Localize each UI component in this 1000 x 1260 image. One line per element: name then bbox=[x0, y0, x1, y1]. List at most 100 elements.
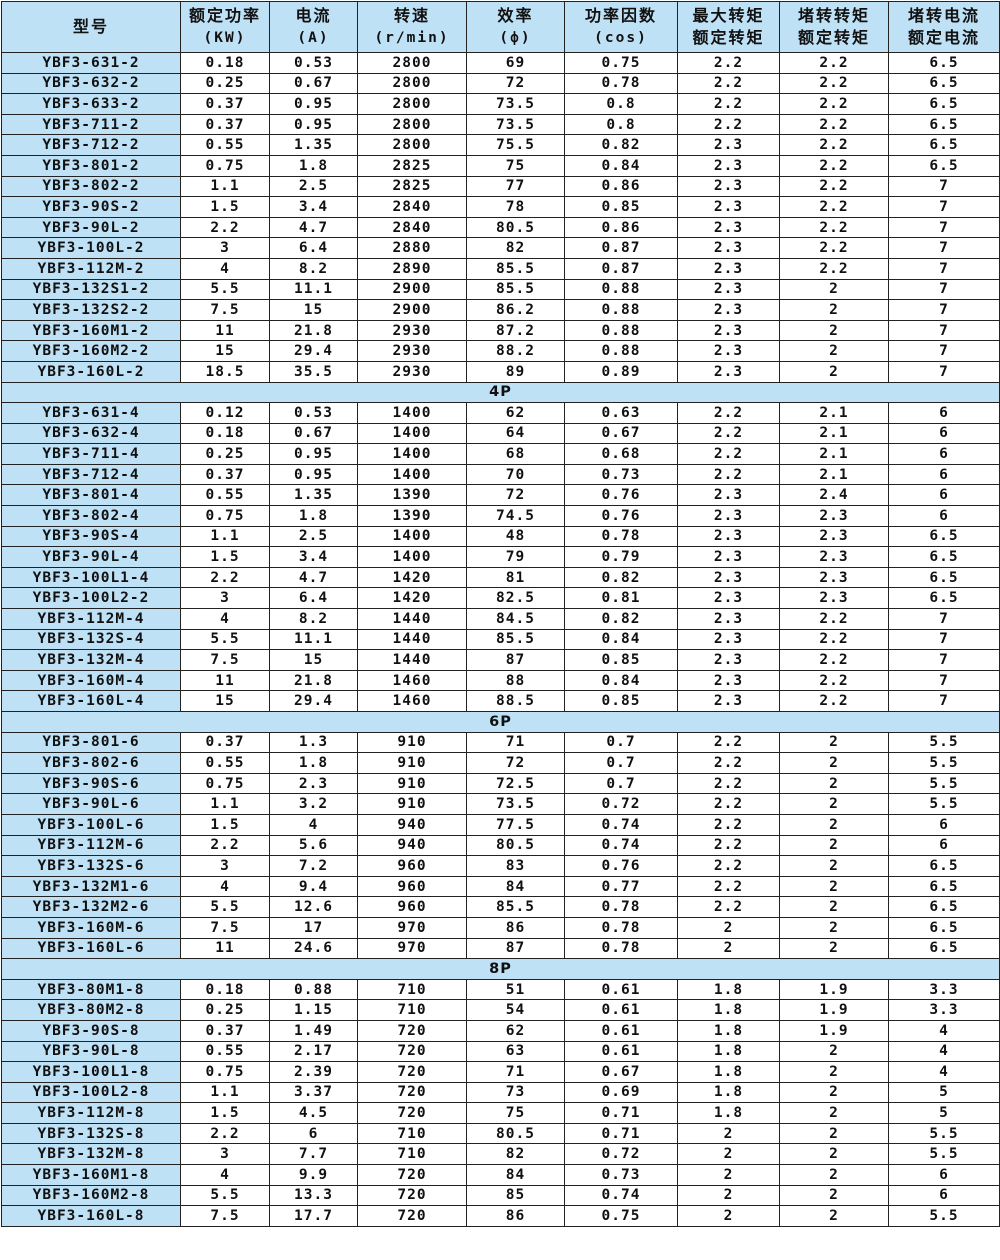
cell-efficiency: 82 bbox=[466, 237, 565, 259]
cell-max-torque-ratio: 2.2 bbox=[677, 52, 780, 74]
cell-locked-current-ratio: 6 bbox=[888, 834, 1000, 857]
cell-locked-current-ratio: 6 bbox=[888, 402, 1000, 424]
cell-speed: 1400 bbox=[357, 443, 467, 465]
cell-speed: 1400 bbox=[357, 525, 467, 548]
cell-max-torque-ratio: 2.2 bbox=[677, 752, 780, 774]
cell-current: 3.2 bbox=[269, 793, 358, 815]
cell-locked-current-ratio: 7 bbox=[888, 299, 1000, 321]
cell-locked-torque-ratio: 2.1 bbox=[779, 422, 889, 445]
cell-model: YBF3-160M-6 bbox=[1, 916, 181, 939]
header-line2: 额定电流 bbox=[907, 28, 980, 47]
cell-rated-power: 3 bbox=[180, 237, 270, 259]
cell-speed: 910 bbox=[357, 752, 467, 774]
cell-locked-torque-ratio: 2.4 bbox=[779, 484, 889, 507]
cell-speed: 970 bbox=[357, 916, 467, 939]
cell-locked-current-ratio: 7 bbox=[888, 237, 1000, 259]
cell-locked-current-ratio: 5.5 bbox=[888, 752, 1000, 774]
cell-rated-power: 0.75 bbox=[180, 772, 270, 795]
cell-current: 0.95 bbox=[269, 113, 358, 136]
header-line1: 转速 bbox=[393, 6, 430, 25]
cell-locked-current-ratio: 6.5 bbox=[888, 134, 1000, 156]
cell-locked-torque-ratio: 2 bbox=[779, 752, 889, 774]
cell-max-torque-ratio: 2.3 bbox=[677, 134, 780, 156]
cell-rated-power: 0.75 bbox=[180, 1061, 270, 1083]
cell-locked-current-ratio: 6.5 bbox=[888, 855, 1000, 877]
cell-speed: 1400 bbox=[357, 546, 467, 568]
table-row: YBF3-112M-8 1.5 4.5 720 75 0.71 1.8 2 5 bbox=[1, 1102, 1000, 1124]
header-line2: (KW) bbox=[203, 30, 247, 46]
cell-model: YBF3-160M2-2 bbox=[1, 340, 181, 362]
cell-locked-current-ratio: 7 bbox=[888, 278, 1000, 301]
cell-locked-current-ratio: 6.5 bbox=[888, 587, 1000, 610]
header-line1: 额定功率 bbox=[188, 6, 261, 25]
cell-model: YBF3-100L-6 bbox=[1, 813, 181, 836]
cell-rated-power: 11 bbox=[180, 937, 270, 960]
cell-efficiency: 87 bbox=[466, 649, 565, 671]
cell-max-torque-ratio: 2.2 bbox=[677, 731, 780, 754]
cell-efficiency: 86.2 bbox=[466, 299, 565, 321]
cell-efficiency: 62 bbox=[466, 402, 565, 424]
cell-model: YBF3-112M-4 bbox=[1, 608, 181, 630]
header-model: 型号 bbox=[1, 1, 181, 53]
table-row: YBF3-90S-6 0.75 2.3 910 72.5 0.7 2.2 2 5.5 bbox=[1, 772, 1000, 795]
cell-speed: 720 bbox=[357, 1040, 467, 1063]
cell-max-torque-ratio: 1.8 bbox=[677, 1061, 780, 1083]
cell-max-torque-ratio: 2.3 bbox=[677, 587, 780, 610]
cell-max-torque-ratio: 2.2 bbox=[677, 443, 780, 465]
header-line2: (cos) bbox=[594, 30, 648, 46]
cell-locked-current-ratio: 5.5 bbox=[888, 772, 1000, 795]
cell-max-torque-ratio: 2.3 bbox=[677, 340, 780, 362]
cell-current: 13.3 bbox=[269, 1184, 358, 1207]
header-max-torque-ratio: 最大转矩 额定转矩 bbox=[677, 1, 780, 53]
cell-current: 1.35 bbox=[269, 134, 358, 156]
cell-power-factor: 0.7 bbox=[564, 772, 678, 795]
cell-current: 15 bbox=[269, 299, 358, 321]
table-row: YBF3-90L-4 1.5 3.4 1400 79 0.79 2.3 2.3 6.5 bbox=[1, 546, 1000, 568]
cell-current: 15 bbox=[269, 649, 358, 671]
cell-max-torque-ratio: 2.3 bbox=[677, 216, 780, 239]
cell-power-factor: 0.69 bbox=[564, 1081, 678, 1104]
cell-model: YBF3-112M-8 bbox=[1, 1102, 181, 1124]
table-row: YBF3-132M-4 7.5 15 1440 87 0.85 2.3 2.2 7 bbox=[1, 649, 1000, 671]
cell-locked-torque-ratio: 2.3 bbox=[779, 505, 889, 527]
cell-current: 7.2 bbox=[269, 855, 358, 877]
table-row: YBF3-132S2-2 7.5 15 2900 86.2 0.88 2.3 2 7 bbox=[1, 299, 1000, 321]
cell-locked-current-ratio: 6 bbox=[888, 484, 1000, 507]
table-row: YBF3-160M-4 11 21.8 1460 88 0.84 2.3 2.2 7 bbox=[1, 669, 1000, 692]
cell-speed: 2825 bbox=[357, 154, 467, 177]
cell-locked-current-ratio: 6 bbox=[888, 1164, 1000, 1186]
cell-rated-power: 11 bbox=[180, 669, 270, 692]
cell-power-factor: 0.67 bbox=[564, 422, 678, 445]
cell-power-factor: 0.78 bbox=[564, 896, 678, 918]
cell-efficiency: 72 bbox=[466, 752, 565, 774]
cell-max-torque-ratio: 2.3 bbox=[677, 319, 780, 342]
cell-power-factor: 0.78 bbox=[564, 937, 678, 960]
cell-power-factor: 0.84 bbox=[564, 669, 678, 692]
cell-model: YBF3-100L1-8 bbox=[1, 1061, 181, 1083]
cell-max-torque-ratio: 2.2 bbox=[677, 402, 780, 424]
cell-model: YBF3-632-2 bbox=[1, 72, 181, 95]
cell-efficiency: 88.5 bbox=[466, 690, 565, 712]
cell-power-factor: 0.85 bbox=[564, 196, 678, 218]
cell-model: YBF3-633-2 bbox=[1, 93, 181, 115]
cell-rated-power: 1.1 bbox=[180, 525, 270, 548]
cell-locked-torque-ratio: 2.2 bbox=[779, 237, 889, 259]
cell-model: YBF3-132S-4 bbox=[1, 628, 181, 651]
cell-locked-current-ratio: 6.5 bbox=[888, 937, 1000, 960]
cell-efficiency: 73 bbox=[466, 1081, 565, 1104]
cell-rated-power: 0.25 bbox=[180, 72, 270, 95]
cell-model: YBF3-100L-2 bbox=[1, 237, 181, 259]
cell-power-factor: 0.75 bbox=[564, 1205, 678, 1227]
table-row: YBF3-112M-4 4 8.2 1440 84.5 0.82 2.3 2.2 7 bbox=[1, 608, 1000, 630]
table-row: YBF3-160M1-8 4 9.9 720 84 0.73 2 2 6 bbox=[1, 1164, 1000, 1186]
cell-locked-torque-ratio: 1.9 bbox=[779, 999, 889, 1021]
cell-max-torque-ratio: 2.2 bbox=[677, 772, 780, 795]
cell-locked-current-ratio: 6 bbox=[888, 1184, 1000, 1207]
cell-current: 2.5 bbox=[269, 175, 358, 198]
cell-rated-power: 2.2 bbox=[180, 1122, 270, 1145]
cell-rated-power: 1.5 bbox=[180, 1102, 270, 1124]
cell-locked-torque-ratio: 2 bbox=[779, 1102, 889, 1124]
cell-speed: 710 bbox=[357, 999, 467, 1021]
table-row: YBF3-711-4 0.25 0.95 1400 68 0.68 2.2 2.1 6 bbox=[1, 443, 1000, 465]
cell-power-factor: 0.86 bbox=[564, 175, 678, 198]
